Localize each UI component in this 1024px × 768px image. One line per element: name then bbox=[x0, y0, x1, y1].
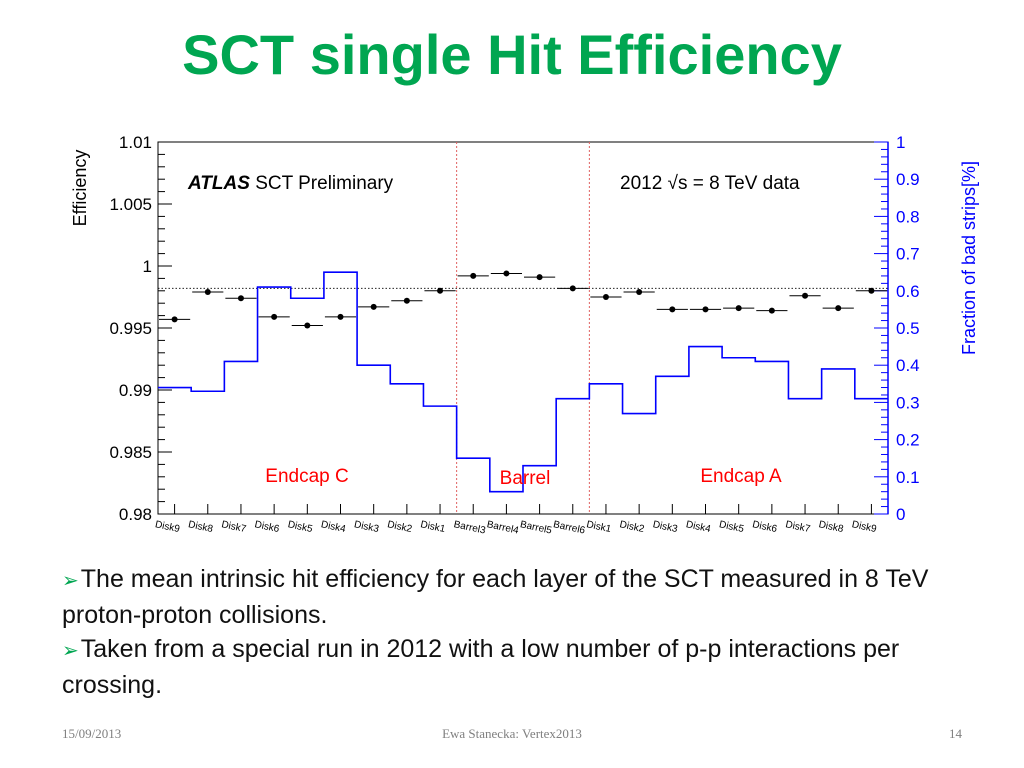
efficiency-point bbox=[802, 292, 809, 299]
y2-tick-label: 0 bbox=[896, 505, 905, 524]
x-tick-label: Disk5 bbox=[718, 519, 745, 535]
x-tick-label: Disk3 bbox=[353, 519, 380, 535]
x-tick-label: Barrel3 bbox=[453, 519, 487, 537]
region-label: Endcap A bbox=[700, 466, 782, 487]
efficiency-point bbox=[337, 313, 344, 320]
efficiency-point bbox=[370, 303, 377, 310]
x-tick-label: Disk9 bbox=[851, 519, 878, 535]
efficiency-point bbox=[237, 295, 244, 302]
efficiency-point bbox=[271, 313, 278, 320]
plot-frame bbox=[157, 141, 889, 515]
atlas-subtitle: SCT Preliminary bbox=[250, 173, 394, 194]
y-tick-label: 0.995 bbox=[109, 319, 152, 338]
footer-date: 15/09/2013 bbox=[62, 726, 122, 741]
efficiency-point bbox=[569, 285, 576, 292]
atlas-name: ATLAS bbox=[187, 173, 250, 194]
bullet-text: Taken from a special run in 2012 with a … bbox=[62, 635, 900, 699]
efficiency-point bbox=[602, 294, 609, 300]
x-tick-label: Disk1 bbox=[419, 519, 446, 535]
y-tick-label: 1.01 bbox=[119, 133, 152, 152]
x-tick-label: Barrel4 bbox=[486, 519, 520, 537]
efficiency-point bbox=[768, 307, 775, 314]
y2-axis-label: Fraction of bad strips[%] bbox=[959, 161, 979, 355]
bad-strips-step-line bbox=[158, 271, 888, 493]
bullet-item: ➢Taken from a special run in 2012 with a… bbox=[62, 632, 982, 702]
y2-tick-label: 0.8 bbox=[896, 207, 920, 226]
efficiency-point bbox=[470, 272, 477, 279]
efficiency-point bbox=[868, 287, 875, 294]
y2-tick-label: 0.3 bbox=[896, 393, 920, 412]
arrow-right-icon: ➢ bbox=[62, 570, 79, 592]
y2-tick-label: 1 bbox=[896, 133, 905, 152]
efficiency-point bbox=[536, 274, 543, 281]
atlas-label: ATLAS SCT Preliminary bbox=[187, 173, 394, 194]
x-tick-label: Disk9 bbox=[154, 519, 181, 535]
x-tick-label: Disk7 bbox=[784, 519, 811, 535]
efficiency-point bbox=[403, 297, 410, 304]
x-tick-label: Disk6 bbox=[751, 519, 778, 535]
y-tick-label: 0.985 bbox=[109, 443, 152, 462]
y2-tick-label: 0.7 bbox=[896, 245, 920, 264]
x-tick-label: Disk3 bbox=[652, 519, 679, 535]
efficiency-point bbox=[636, 289, 643, 296]
efficiency-point bbox=[669, 306, 676, 313]
x-tick-label: Disk2 bbox=[619, 519, 646, 535]
y2-tick-label: 0.1 bbox=[896, 468, 920, 487]
efficiency-point bbox=[735, 305, 742, 312]
y-tick-label: 0.99 bbox=[119, 381, 152, 400]
y2-tick-label: 0.6 bbox=[896, 282, 920, 301]
x-tick-label: Disk8 bbox=[187, 519, 214, 535]
y-tick-label: 1.005 bbox=[109, 195, 152, 214]
efficiency-point bbox=[835, 305, 842, 312]
x-tick-label: Disk8 bbox=[818, 519, 845, 535]
y2-tick-label: 0.9 bbox=[896, 170, 920, 189]
efficiency-point bbox=[503, 270, 510, 277]
x-tick-label: Disk7 bbox=[220, 519, 247, 535]
x-tick-label: Disk5 bbox=[287, 519, 314, 535]
region-label: Endcap C bbox=[265, 466, 348, 487]
efficiency-point bbox=[702, 306, 709, 313]
x-tick-label: Barrel6 bbox=[552, 519, 586, 537]
x-tick-label: Disk1 bbox=[585, 519, 612, 535]
bullet-text: The mean intrinsic hit efficiency for ea… bbox=[62, 565, 929, 629]
slide-title: SCT single Hit Efficiency bbox=[182, 23, 842, 86]
y-tick-label: 1 bbox=[143, 257, 152, 276]
efficiency-point bbox=[204, 289, 211, 296]
region-label: Barrel bbox=[500, 468, 551, 489]
efficiency-point bbox=[304, 322, 311, 329]
y2-tick-label: 0.2 bbox=[896, 431, 920, 450]
y2-tick-label: 0.4 bbox=[896, 356, 920, 375]
x-tick-label: Disk2 bbox=[386, 519, 413, 535]
dataset-label: 2012 √s = 8 TeV data bbox=[620, 173, 800, 194]
arrow-right-icon: ➢ bbox=[62, 640, 79, 662]
y2-tick-label: 0.5 bbox=[896, 319, 920, 338]
bullet-item: ➢The mean intrinsic hit efficiency for e… bbox=[62, 562, 982, 632]
x-tick-label: Disk6 bbox=[254, 519, 281, 535]
x-tick-label: Disk4 bbox=[685, 519, 712, 535]
bullet-list: ➢The mean intrinsic hit efficiency for e… bbox=[62, 562, 982, 702]
efficiency-chart: 0.98 0.985 0.99 0.995 1 1.005 1.01 Efficiency 0 0… bbox=[70, 133, 979, 537]
footer-author: Ewa Stanecka: Vertex2013 bbox=[442, 726, 582, 741]
efficiency-point bbox=[171, 316, 178, 323]
x-tick-label: Barrel5 bbox=[519, 519, 553, 537]
x-tick-label: Disk4 bbox=[320, 519, 347, 535]
y-axis-label: Efficiency bbox=[70, 150, 90, 227]
y-tick-label: 0.98 bbox=[119, 505, 152, 524]
efficiency-point bbox=[437, 287, 444, 294]
footer-page-number: 14 bbox=[949, 726, 962, 741]
